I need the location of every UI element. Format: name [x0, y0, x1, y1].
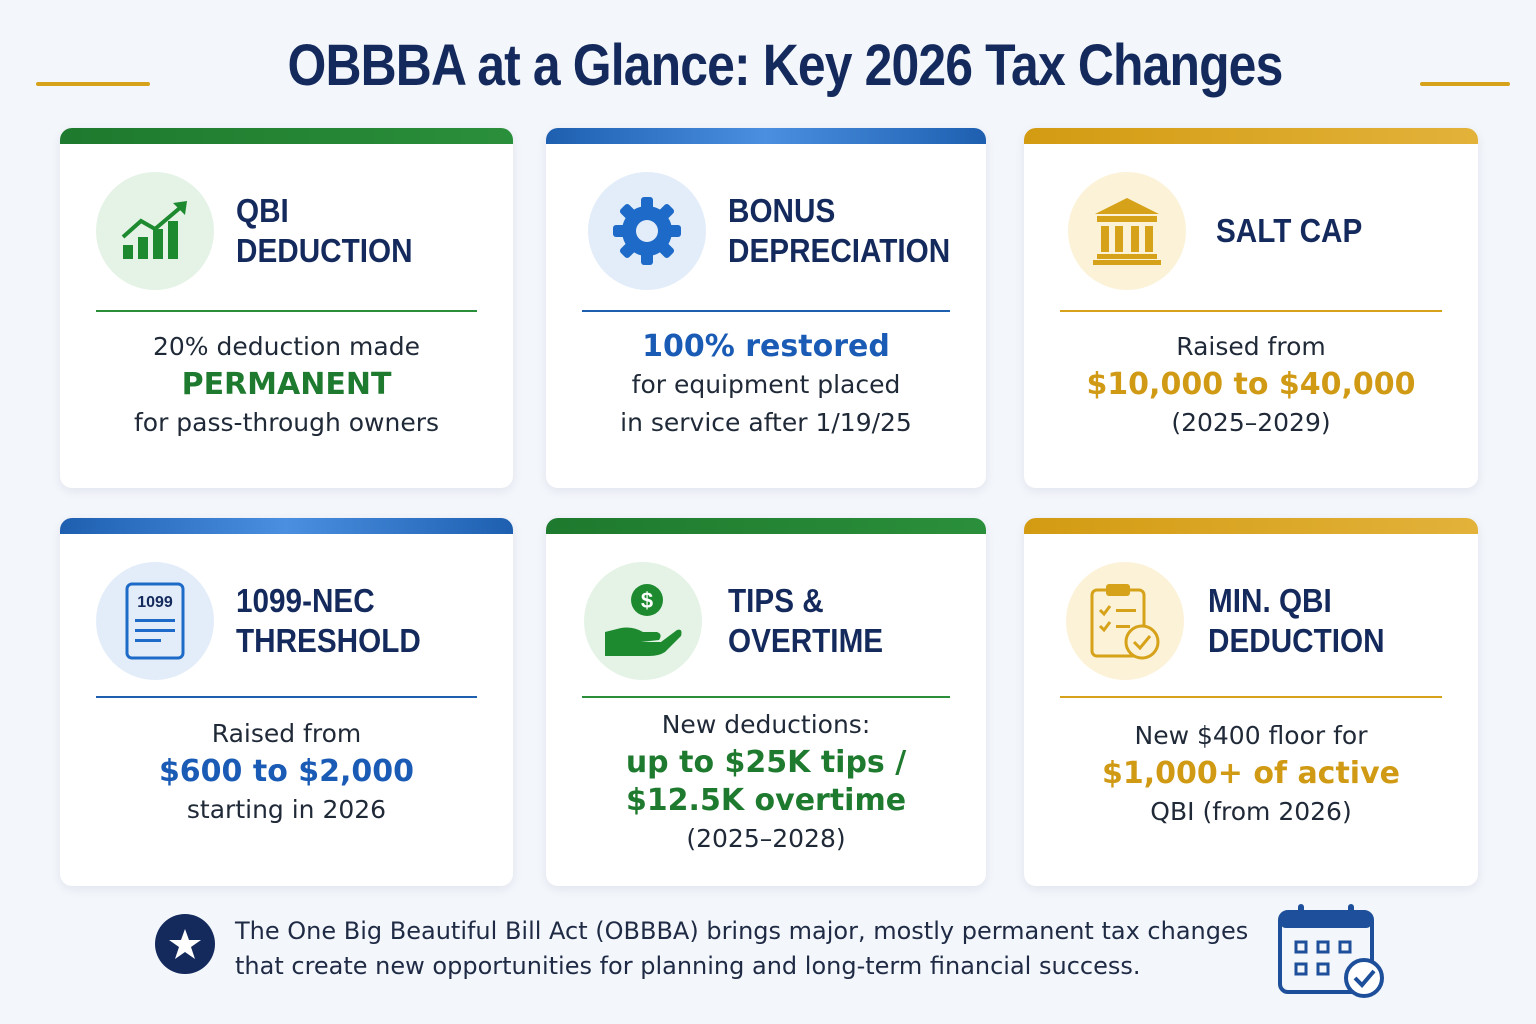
card-min-qbi-deduction: MIN. QBI DEDUCTION New $400 floor for $1…: [1024, 518, 1478, 886]
gear-icon: [588, 172, 706, 290]
card-line: starting in 2026: [186, 795, 387, 824]
title-rule-left: [36, 82, 150, 86]
card-bonus-depreciation: BONUS DEPRECIATION 100% restored for equ…: [546, 128, 986, 488]
card-highlight: 100% restored: [642, 329, 890, 364]
card-highlight: $1,000+ of active: [1101, 756, 1400, 791]
card-line: New deductions:: [661, 710, 871, 739]
card-title: MIN. QBI DEDUCTION: [1208, 582, 1385, 659]
hand-dollar-icon: $: [584, 562, 702, 680]
card-line: QBI (from 2026): [1150, 797, 1352, 826]
star-icon: [155, 914, 215, 974]
card-highlight: $600 to $2,000: [158, 754, 415, 789]
card-accent-bar: [60, 128, 513, 144]
card-qbi-deduction: QBI DEDUCTION 20% deduction made PERMANE…: [60, 128, 513, 488]
card-line: Raised from: [211, 719, 362, 748]
card-body: New deductions: up to $25K tips / $12.5K…: [556, 706, 976, 858]
card-highlight: $10,000 to $40,000: [1086, 367, 1416, 402]
card-divider: [1060, 696, 1442, 698]
card-line: (2025–2028): [686, 824, 846, 853]
page-title: OBBBA at a Glance: Key 2026 Tax Changes: [287, 33, 1284, 98]
card-title: SALT CAP: [1216, 212, 1363, 249]
card-accent-bar: [546, 518, 986, 534]
card-accent-bar: [546, 128, 986, 144]
card-body: Raised from $10,000 to $40,000 (2025–202…: [1034, 328, 1468, 442]
title-rule-right: [1420, 82, 1510, 86]
tax-form-1099-icon: 1099: [96, 562, 214, 680]
card-highlight: $12.5K overtime: [625, 783, 907, 818]
card-divider: [582, 696, 950, 698]
card-highlight: PERMANENT: [181, 367, 392, 402]
calendar-check-icon: [1276, 902, 1388, 1002]
card-divider: [1060, 310, 1442, 312]
card-salt-cap: SALT CAP Raised from $10,000 to $40,000 …: [1024, 128, 1478, 488]
form-label: 1099: [137, 594, 173, 611]
card-line: New $400 floor for: [1134, 721, 1368, 750]
card-1099-nec-threshold: 1099 1099-NEC THRESHOLD Raised from $600…: [60, 518, 513, 886]
card-body: Raised from $600 to $2,000 starting in 2…: [70, 715, 503, 829]
card-tips-overtime: $ TIPS & OVERTIME New deductions: up to …: [546, 518, 986, 886]
card-line: in service after 1/19/25: [620, 408, 912, 437]
svg-text:$: $: [641, 588, 653, 613]
card-accent-bar: [60, 518, 513, 534]
footer-note: The One Big Beautiful Bill Act (OBBBA) b…: [155, 912, 1255, 982]
card-line: for pass-through owners: [133, 408, 440, 437]
card-body: New $400 floor for $1,000+ of active QBI…: [1034, 717, 1468, 831]
card-title: QBI DEDUCTION: [236, 192, 413, 269]
card-divider: [96, 696, 477, 698]
card-divider: [96, 310, 477, 312]
card-line: 20% deduction made: [153, 332, 420, 361]
footer-text: The One Big Beautiful Bill Act (OBBBA) b…: [235, 917, 1249, 980]
card-accent-bar: [1024, 518, 1478, 534]
card-line: (2025–2029): [1171, 408, 1331, 437]
card-divider: [582, 310, 950, 312]
card-accent-bar: [1024, 128, 1478, 144]
card-line: Raised from: [1176, 332, 1326, 361]
card-title: BONUS DEPRECIATION: [728, 192, 951, 269]
card-body: 20% deduction made PERMANENT for pass-th…: [70, 328, 503, 442]
clipboard-check-icon: [1066, 562, 1184, 680]
title-row: OBBBA at a Glance: Key 2026 Tax Changes: [0, 22, 1536, 112]
card-title: 1099-NEC THRESHOLD: [236, 582, 421, 659]
card-body: 100% restored for equipment placed in se…: [556, 328, 976, 442]
growth-chart-icon: [96, 172, 214, 290]
card-line: for equipment placed: [631, 370, 901, 399]
card-highlight: up to $25K tips /: [625, 745, 907, 780]
government-building-icon: [1068, 172, 1186, 290]
card-title: TIPS & OVERTIME: [728, 582, 884, 659]
